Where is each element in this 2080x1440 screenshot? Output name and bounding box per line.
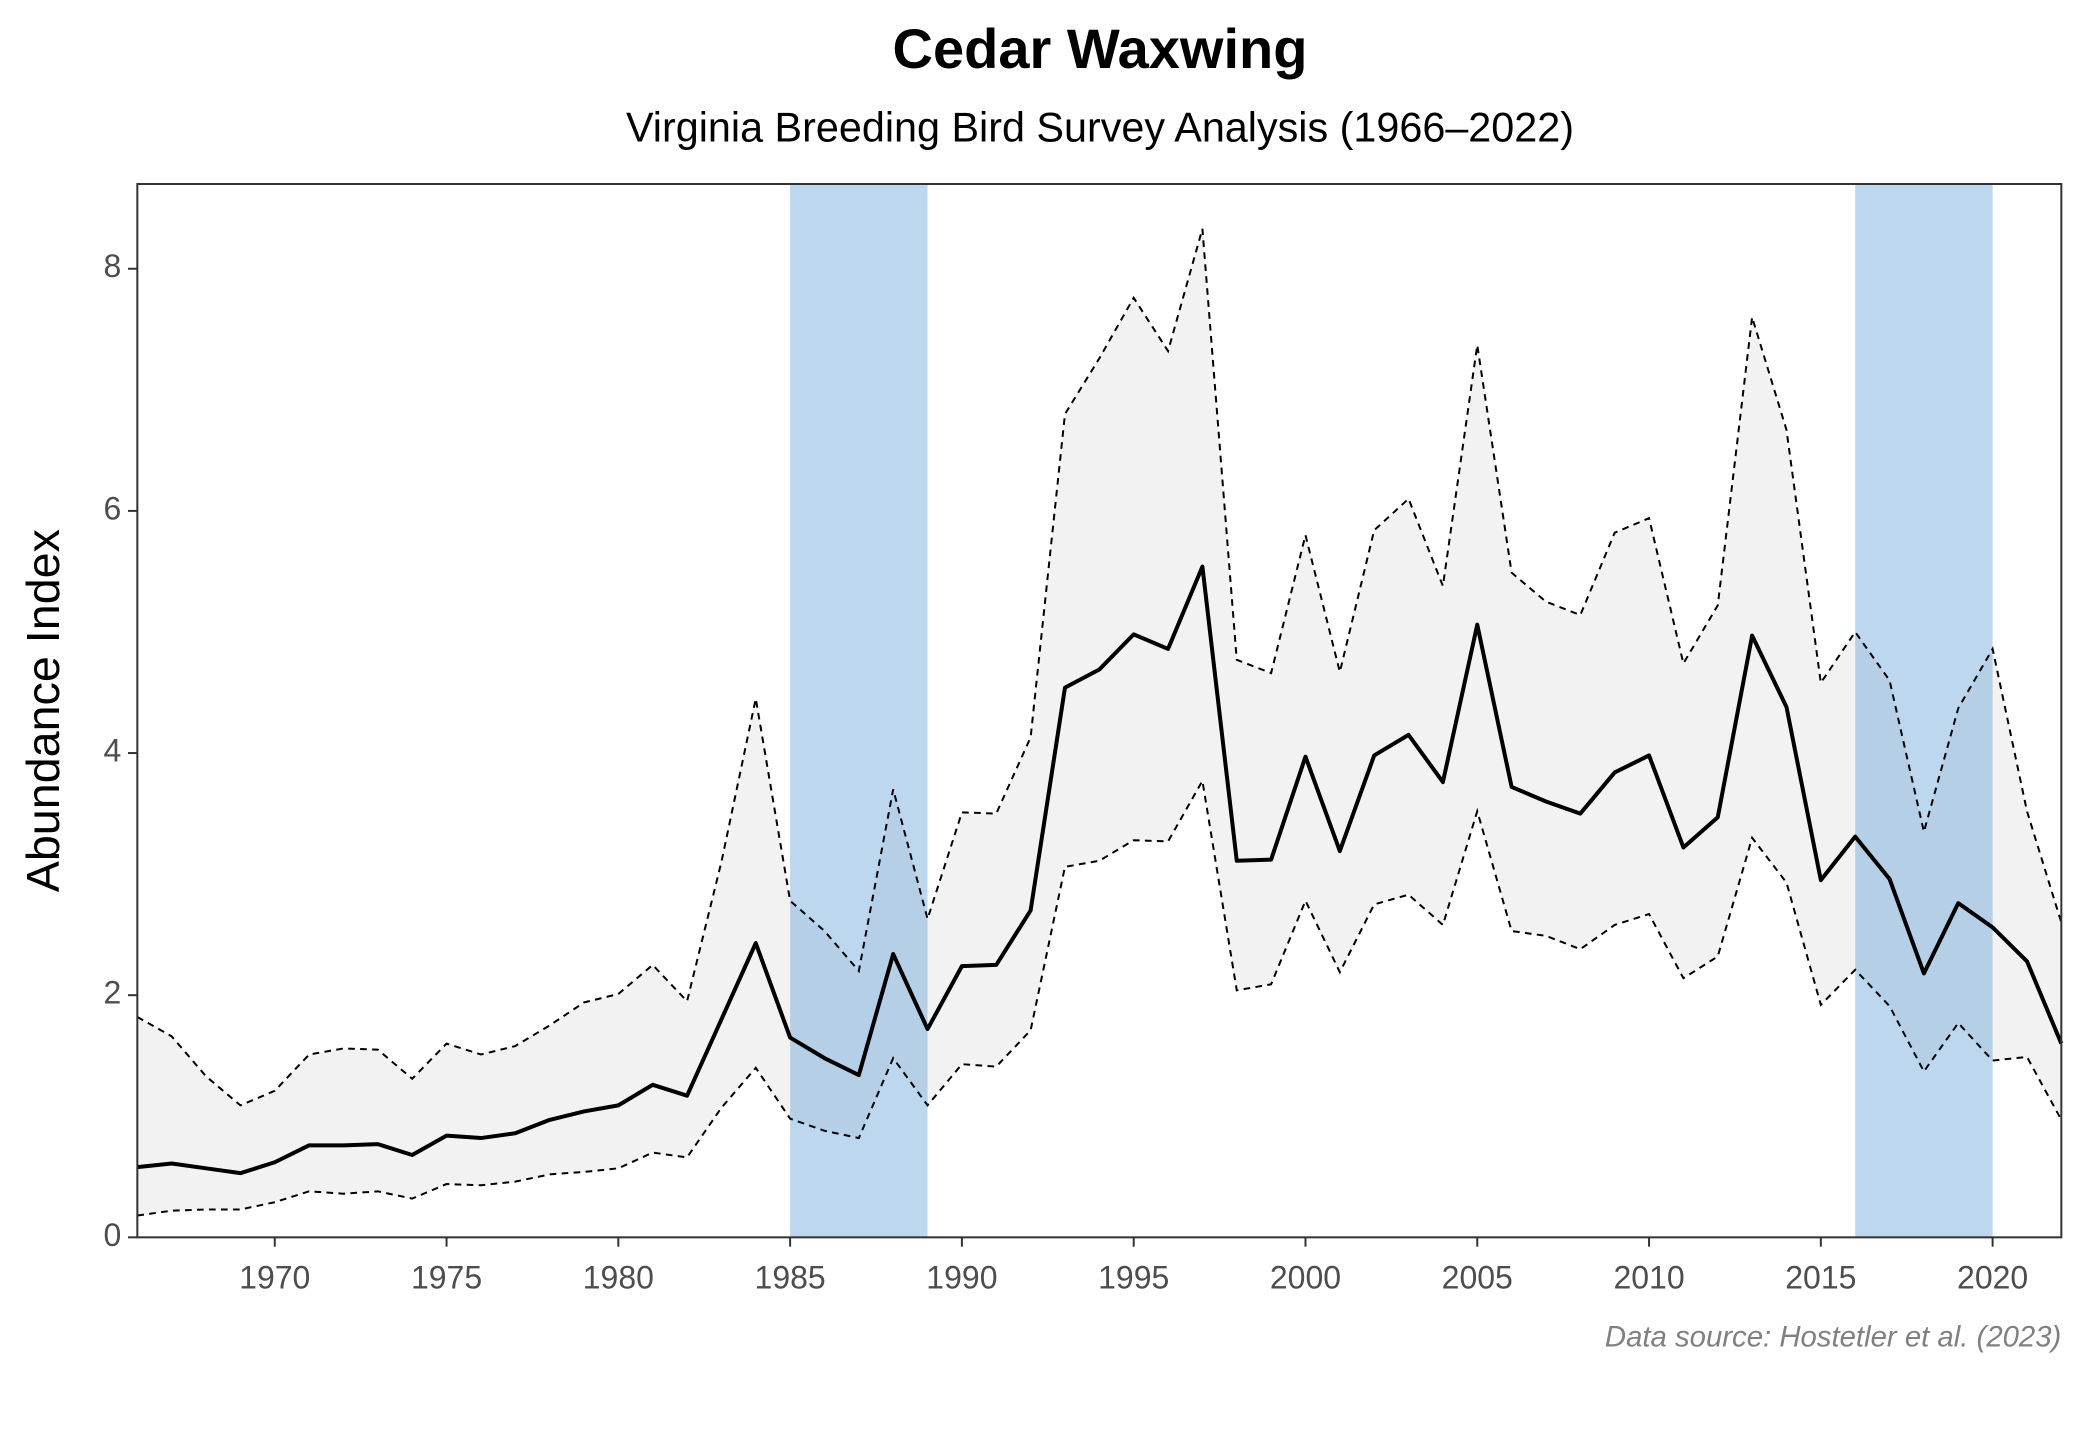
chart-subtitle: Virginia Breeding Bird Survey Analysis (… [626,105,1574,151]
x-tick-label: 2000 [1270,1259,1341,1295]
lower-bound-line [137,777,2063,1217]
x-tick-label: 2010 [1613,1259,1684,1295]
x-tick-label: 1970 [239,1259,310,1295]
shaded-period [790,184,928,1238]
y-tick-label: 6 [104,490,122,526]
y-tick-label: 0 [104,1217,122,1253]
caption: Data source: Hostetler et al. (2023) [1605,1320,2061,1353]
y-tick-label: 2 [104,975,122,1011]
upper-bound-line [136,228,2063,1107]
y-tick-label: 8 [104,248,122,284]
x-tick-label: 2005 [1442,1259,1513,1295]
x-tick-label: 2020 [1957,1259,2028,1295]
panel-border [136,183,2063,1239]
x-tick-label: 1980 [583,1259,654,1295]
shaded-period [1855,184,1993,1238]
y-axis-label: Abundance Index [17,529,69,892]
x-tick-label: 2015 [1785,1259,1856,1295]
confidence-ribbon [137,228,2062,1216]
x-tick-label: 1995 [1098,1259,1169,1295]
chart-title: Cedar Waxwing [893,17,1308,80]
x-tick-label: 1990 [926,1259,997,1295]
x-tick-label: 1985 [755,1259,826,1295]
x-tick-label: 1975 [411,1259,482,1295]
abundance-line [137,564,2064,1176]
y-tick-label: 4 [104,732,122,768]
